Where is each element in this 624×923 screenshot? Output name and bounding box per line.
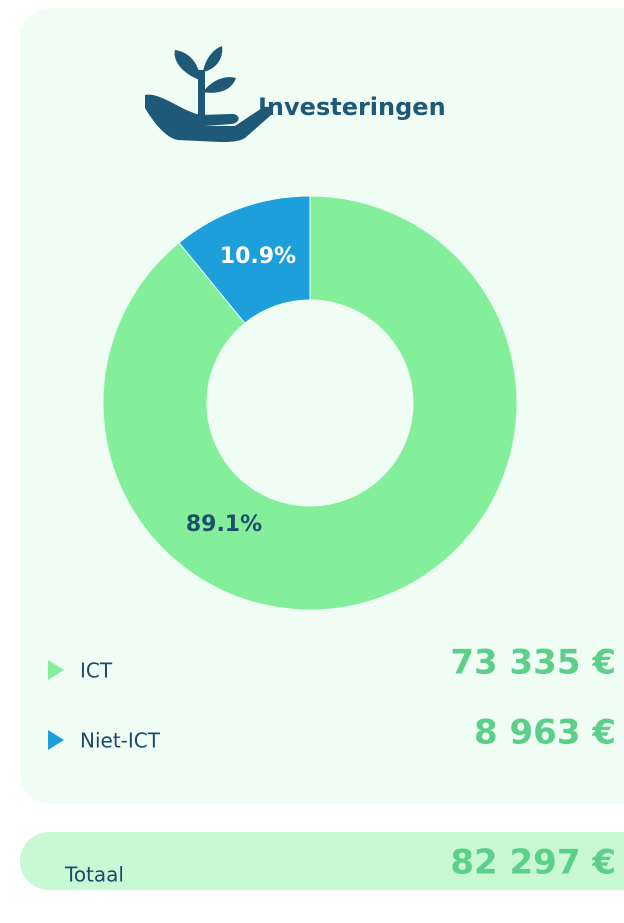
- donut-slice: [102, 195, 518, 611]
- legend-marker: [48, 660, 64, 680]
- donut-chart: 89.1% 10.9%: [102, 195, 518, 611]
- plant-hand-icon: [145, 46, 273, 142]
- total-label: Totaal: [64, 863, 124, 887]
- legend-label: ICT: [80, 659, 113, 683]
- legend-marker: [48, 730, 64, 750]
- legend-amount: 8 963 €: [474, 713, 616, 753]
- legend-amount: 73 335 €: [450, 643, 616, 683]
- total-box: [20, 832, 624, 890]
- card: [20, 8, 624, 804]
- donut-slice: [178, 195, 311, 324]
- total-amount: 82 297 €: [450, 843, 616, 883]
- slice-label: 10.9%: [220, 244, 296, 269]
- legend-label: Niet-ICT: [80, 729, 161, 753]
- slice-label: 89.1%: [186, 512, 262, 537]
- card-title: Investeringen: [258, 93, 446, 121]
